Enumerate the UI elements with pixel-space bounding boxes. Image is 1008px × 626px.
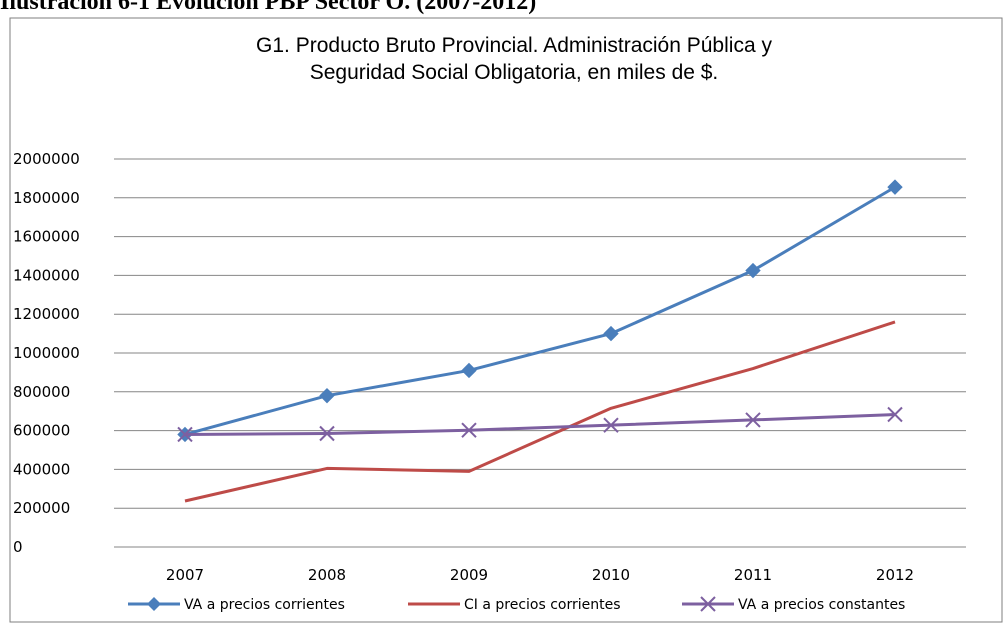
figure-caption: Ilustración 6-1 Evolución PBP Sector O. … — [0, 0, 537, 15]
data-point — [603, 417, 619, 433]
x-tick-label: 2009 — [450, 566, 488, 584]
y-tick-label: 1600000 — [13, 228, 80, 246]
y-tick-label: 800000 — [13, 383, 70, 401]
series-line — [184, 412, 896, 436]
legend-label: CI a precios corrientes — [464, 597, 621, 613]
y-axis-ticks: 0 200000 400000 600000 800000 1000000 1200000 1… — [13, 150, 80, 556]
y-tick-label: 400000 — [13, 460, 70, 478]
data-point — [461, 422, 477, 438]
y-tick-label: 1000000 — [13, 344, 80, 362]
legend-marker — [147, 597, 161, 611]
x-tick-label: 2008 — [308, 566, 346, 584]
legend-item: CI a precios corrientes — [408, 597, 621, 613]
data-point — [461, 362, 477, 379]
x-tick-label: 2012 — [876, 566, 914, 584]
gridlines — [114, 158, 966, 548]
data-point — [887, 406, 903, 423]
chart-title-line-2: Seguridad Social Obligatoria, en miles d… — [310, 61, 719, 84]
y-tick-label: 0 — [13, 538, 23, 556]
series-line — [184, 320, 896, 503]
chart-title-line-1: G1. Producto Bruto Provincial. Administr… — [256, 34, 772, 57]
series-lines — [177, 179, 903, 503]
legend-marker — [700, 596, 716, 612]
data-point — [603, 325, 619, 342]
x-tick-label: 2007 — [166, 566, 204, 584]
data-point — [745, 262, 761, 279]
data-point — [887, 179, 903, 195]
legend: VA a precios corrientes CI a precios corr… — [128, 596, 905, 613]
x-tick-label: 2010 — [592, 566, 630, 584]
y-tick-label: 600000 — [13, 422, 70, 440]
y-tick-label: 2000000 — [13, 150, 80, 168]
legend-label: VA a precios constantes — [738, 597, 905, 613]
chart-frame — [9, 17, 1003, 623]
legend-label: VA a precios corrientes — [184, 597, 345, 613]
y-tick-label: 200000 — [13, 499, 70, 517]
data-point — [745, 412, 761, 428]
data-point — [319, 387, 335, 404]
y-tick-label: 1200000 — [13, 305, 80, 323]
series-line — [184, 185, 896, 436]
y-tick-label: 1400000 — [13, 266, 80, 284]
legend-item: VA a precios constantes — [682, 596, 905, 613]
legend-item: VA a precios corrientes — [128, 597, 345, 613]
x-axis-ticks: 2007 2008 2009 2010 2011 2012 — [166, 566, 914, 584]
data-point — [319, 425, 335, 442]
y-tick-label: 1800000 — [13, 189, 80, 207]
data-point — [177, 426, 193, 443]
x-tick-label: 2011 — [734, 566, 772, 584]
